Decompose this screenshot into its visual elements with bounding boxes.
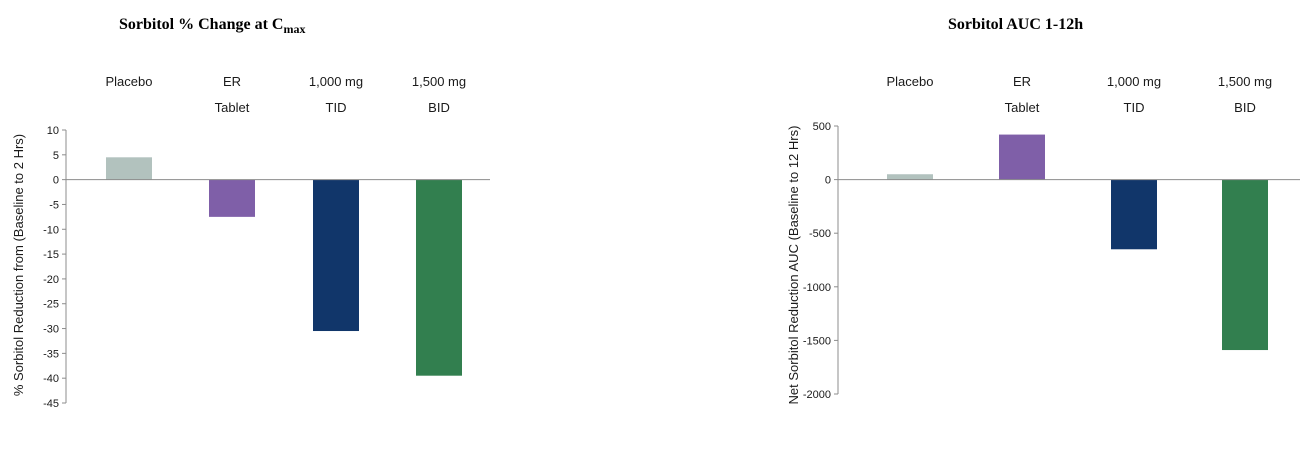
chart-title-right: Sorbitol AUC 1-12h: [948, 16, 1084, 33]
y-tick-label: 500: [813, 121, 831, 133]
bar: [1111, 179, 1157, 250]
y-tick-label: -25: [43, 299, 59, 311]
bar: [313, 179, 359, 332]
category-label: BID: [1234, 100, 1256, 115]
y-tick-label: 10: [47, 125, 59, 137]
y-tick-label: -35: [43, 348, 59, 360]
category-label: 1,500 mg: [412, 74, 466, 89]
bar: [416, 179, 462, 376]
sorbitol-auc-chart: 500 0 -500 -1000 -1500 -2000 Placebo ER Tablet 1,…: [786, 74, 1300, 405]
bar: [887, 174, 933, 180]
category-label: Placebo: [106, 74, 153, 89]
y-tick-label: 5: [53, 150, 59, 162]
sorbitol-cmax-chart: 10 5 0 -5 -10 -15 -20 -25 -30 -35 -40 -45 Placebo ER T…: [11, 74, 490, 410]
category-label: ER: [223, 74, 241, 89]
y-tick-label: -2000: [803, 389, 831, 401]
bar: [209, 179, 255, 217]
category-label: 1,500 mg: [1218, 74, 1272, 89]
bar: [106, 157, 152, 180]
y-tick-label: -45: [43, 398, 59, 410]
y-tick-label: -10: [43, 224, 59, 236]
category-label: Placebo: [887, 74, 934, 89]
category-label: Tablet: [215, 100, 250, 115]
category-label: TID: [1124, 100, 1145, 115]
y-tick-label: -20: [43, 274, 59, 286]
bar: [999, 134, 1045, 180]
y-axis-title: Net Sorbitol Reduction AUC (Baseline to …: [786, 126, 801, 405]
y-axis-title: % Sorbitol Reduction from (Baseline to 2…: [11, 134, 26, 396]
bar: [1222, 179, 1268, 351]
y-tick-label: -40: [43, 373, 59, 385]
category-label: TID: [326, 100, 347, 115]
y-tick-label: -15: [43, 249, 59, 261]
y-tick-label: -30: [43, 324, 59, 336]
category-label: 1,000 mg: [309, 74, 363, 89]
y-tick-label: -5: [49, 199, 59, 211]
category-label: 1,000 mg: [1107, 74, 1161, 89]
category-label: ER: [1013, 74, 1031, 89]
y-tick-label: 0: [53, 175, 59, 187]
y-tick-label: -1000: [803, 282, 831, 294]
chart-title-left: Sorbitol % Change at Cmax: [119, 16, 306, 36]
y-tick-label: -1500: [803, 335, 831, 347]
y-tick-label: -500: [809, 228, 831, 240]
category-label: BID: [428, 100, 450, 115]
y-tick-label: 0: [825, 175, 831, 187]
category-label: Tablet: [1005, 100, 1040, 115]
